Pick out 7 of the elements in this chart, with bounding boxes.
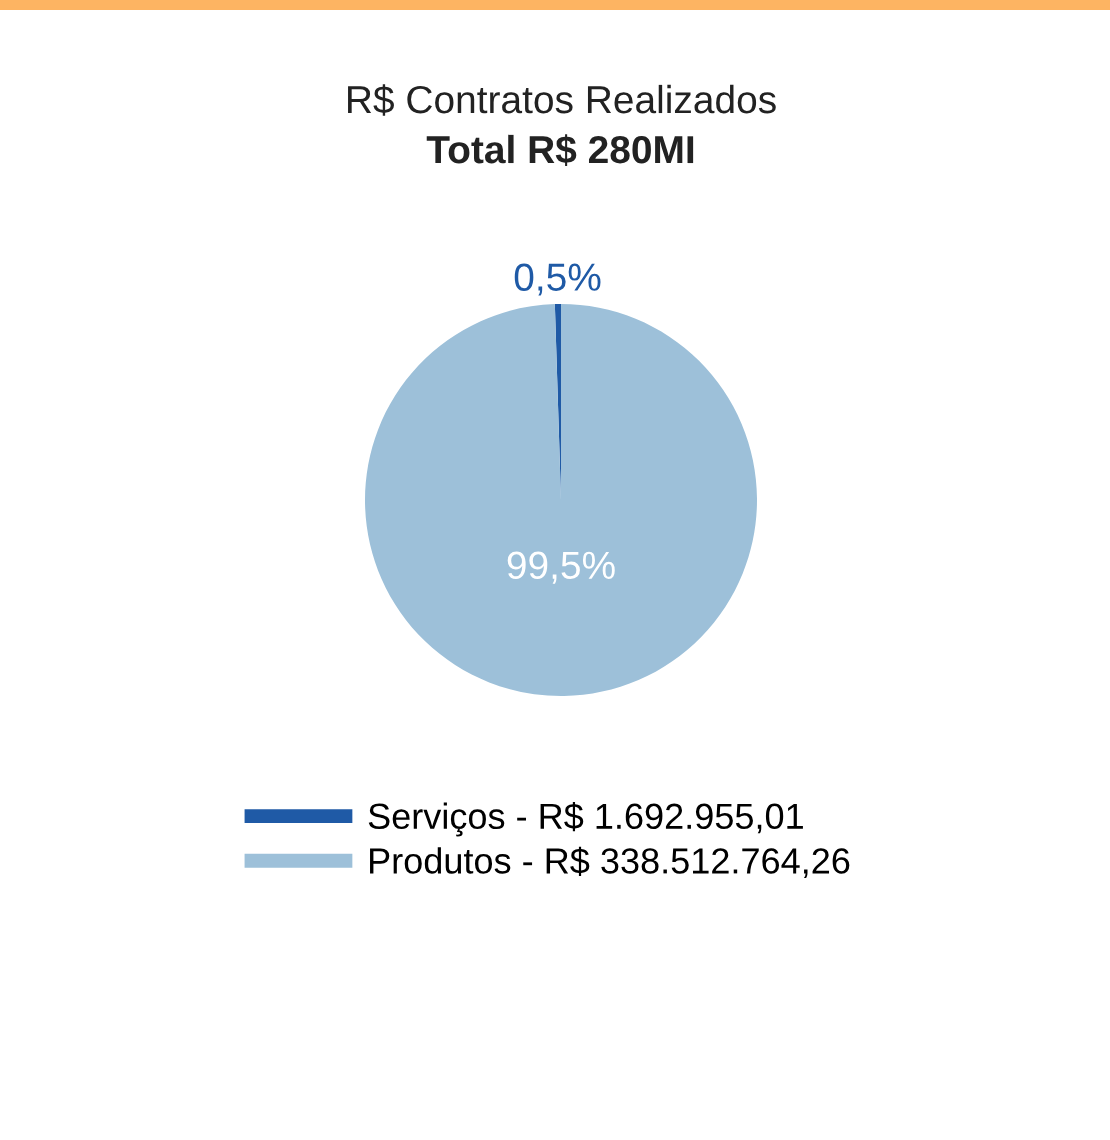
data-label: 0,5% [514,263,601,296]
data-label: 99,5% [507,551,615,584]
chart-title: R$ Contratos Realizados [348,84,776,116]
legend-label: Produtos - R$ 338.512.764,26 [370,846,850,879]
legend-label: Serviços - R$ 1.692.955,01 [368,802,803,837]
pie-slice [365,304,757,696]
chart-subtitle: Total R$ 280MI [426,134,694,166]
